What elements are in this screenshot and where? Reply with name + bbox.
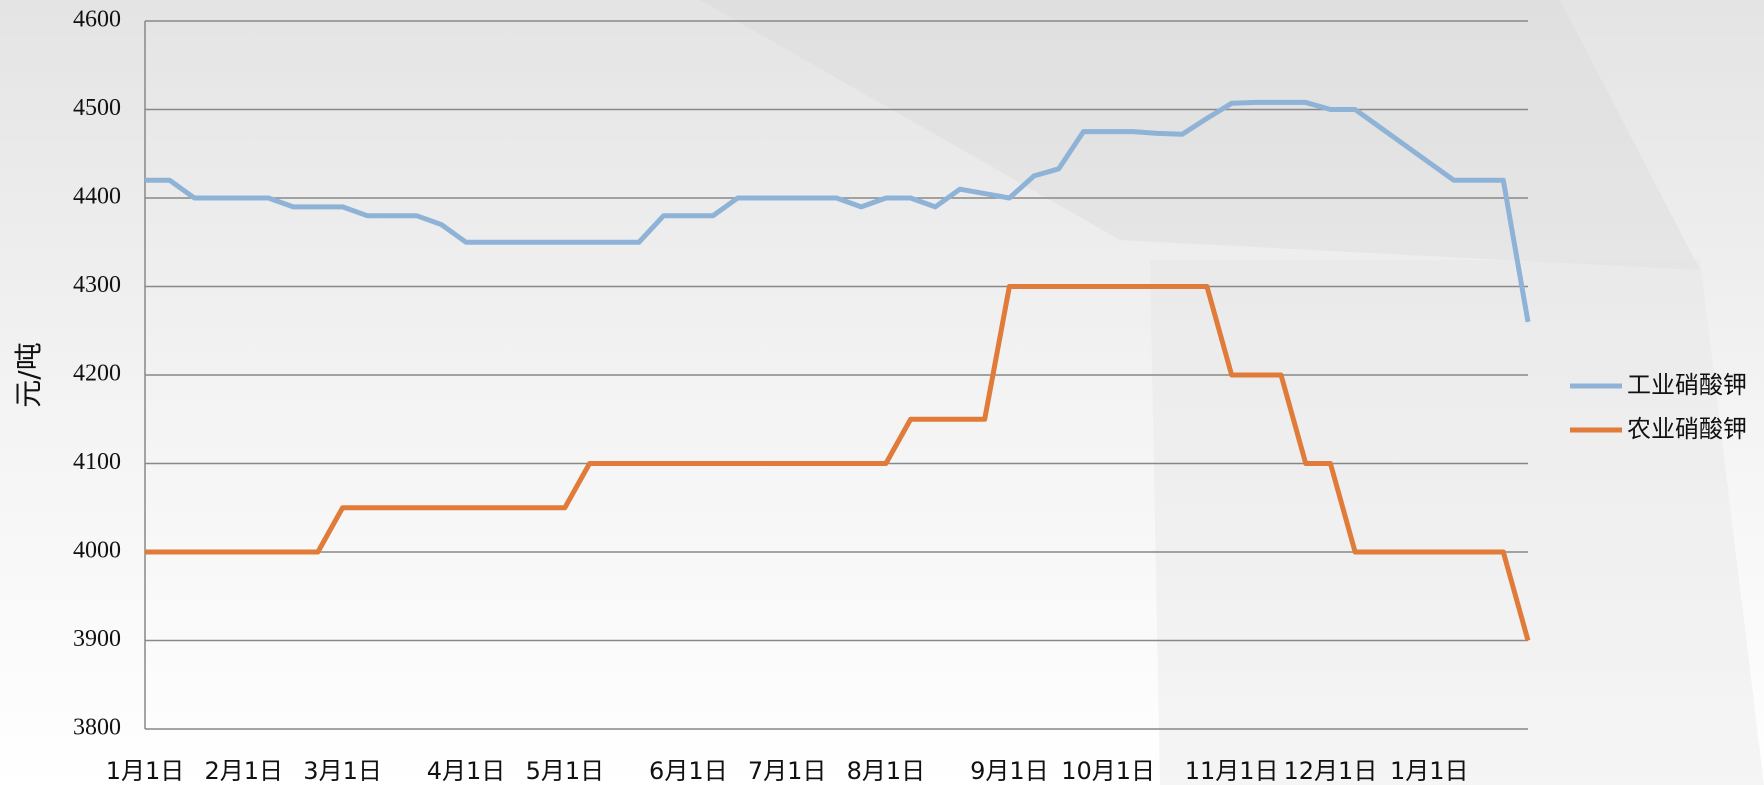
x-tick-label: 11月1日 [1185, 757, 1279, 785]
x-tick-label: 3月1日 [303, 757, 382, 785]
x-tick-label: 7月1日 [748, 757, 827, 785]
y-axis-title: 元/吨 [12, 342, 45, 407]
y-tick-label: 3800 [73, 715, 121, 741]
x-tick-label: 8月1日 [847, 757, 926, 785]
background-shape [1150, 260, 1764, 785]
legend-label: 农业硝酸钾 [1627, 415, 1747, 443]
y-tick-label: 4200 [73, 361, 121, 387]
x-tick-label: 12月1日 [1284, 757, 1378, 785]
x-tick-label: 5月1日 [526, 757, 605, 785]
x-tick-label: 6月1日 [649, 757, 728, 785]
background-shape [700, 0, 1700, 270]
x-tick-label: 2月1日 [205, 757, 284, 785]
x-tick-label: 10月1日 [1061, 757, 1155, 785]
x-tick-label: 4月1日 [427, 757, 506, 785]
x-tick-label: 1月1日 [1390, 757, 1469, 785]
legend-label: 工业硝酸钾 [1627, 371, 1747, 399]
y-tick-label: 4400 [73, 184, 121, 210]
y-tick-label: 4100 [73, 449, 121, 475]
y-tick-label: 4300 [73, 272, 121, 298]
chart: 元/吨 3800 3900 4000 4100 4200 4300 4400 4500 4600… [0, 0, 1764, 785]
x-tick-label: 1月1日 [106, 757, 185, 785]
y-tick-label: 4500 [73, 95, 121, 121]
x-tick-label: 9月1日 [970, 757, 1049, 785]
y-tick-label: 3900 [73, 626, 121, 652]
y-tick-label: 4000 [73, 538, 121, 564]
y-tick-label: 4600 [73, 7, 121, 33]
